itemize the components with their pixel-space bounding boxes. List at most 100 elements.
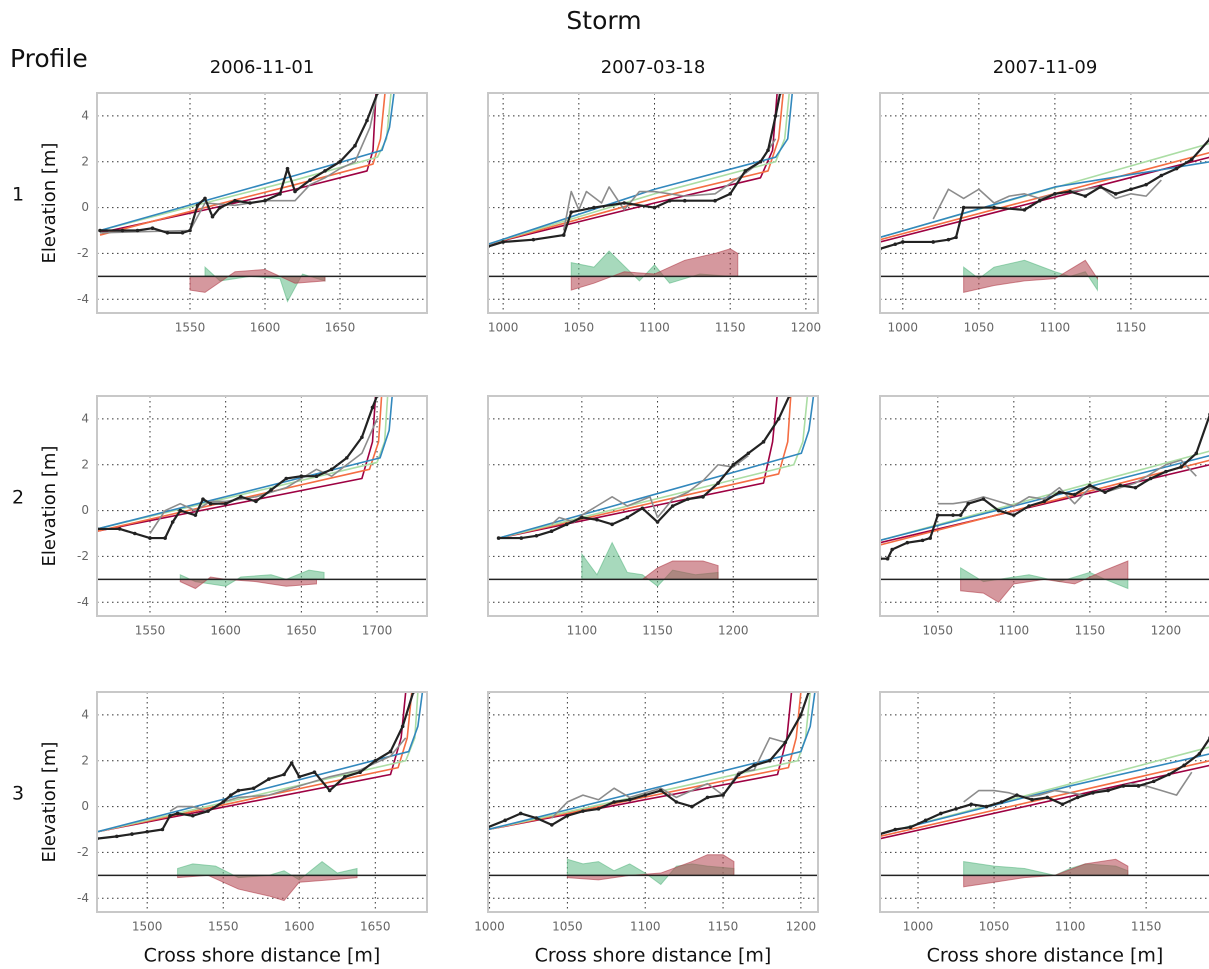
profile-point xyxy=(592,205,596,210)
profile-point xyxy=(1012,513,1016,517)
profile-point xyxy=(550,823,554,827)
profile-point xyxy=(360,435,364,440)
profile-point xyxy=(534,533,539,538)
profile-point xyxy=(1129,187,1133,192)
profile-point xyxy=(117,527,122,531)
profile-point xyxy=(218,205,222,210)
x-tick-label: 1100 xyxy=(999,624,1030,638)
profile-point xyxy=(160,827,165,832)
difference-band xyxy=(570,248,739,291)
profile-line xyxy=(551,737,786,819)
x-tick-label: 1600 xyxy=(210,624,241,638)
profile-point xyxy=(344,456,349,460)
x-tick-label: 1650 xyxy=(325,321,356,335)
profile-line xyxy=(149,418,378,534)
profile-point xyxy=(206,809,210,813)
profile-line xyxy=(880,138,1209,250)
profile-point xyxy=(496,536,501,540)
profile-line xyxy=(99,93,377,234)
x-tick-label: 1550 xyxy=(208,920,239,934)
profile-point xyxy=(996,508,1001,513)
profile-point xyxy=(148,536,152,540)
plot-area xyxy=(97,93,427,313)
profile-point xyxy=(114,834,119,839)
profile-line xyxy=(488,692,816,831)
axes-frame xyxy=(487,395,819,617)
profile-point xyxy=(1042,499,1047,504)
plot-area xyxy=(488,396,818,616)
profile-line xyxy=(498,396,778,539)
x-axis-label: Cross shore distance [m] xyxy=(927,945,1164,967)
profile-point xyxy=(670,504,675,508)
profile-point xyxy=(969,802,974,807)
profile-line xyxy=(97,692,415,840)
profile-point xyxy=(713,198,717,203)
profile-point xyxy=(1103,490,1107,495)
x-tick-label: 1150 xyxy=(708,920,739,934)
profile-point xyxy=(564,522,569,527)
profile-point xyxy=(728,192,733,196)
profile-point xyxy=(519,536,524,540)
profile-line xyxy=(498,396,791,540)
x-tick-label: 1000 xyxy=(888,321,919,335)
x-tick-label: 1050 xyxy=(564,321,595,335)
profile-point xyxy=(163,536,167,540)
x-tick-label: 1150 xyxy=(715,321,746,335)
profile-point xyxy=(365,118,369,123)
profile-point xyxy=(1194,451,1199,456)
profile-point xyxy=(400,724,405,729)
profile-line xyxy=(880,161,1209,239)
profile-point xyxy=(939,811,943,816)
profile-point xyxy=(175,811,180,816)
x-tick-label: 1050 xyxy=(552,920,583,934)
profile-point xyxy=(236,788,241,793)
profile-line xyxy=(99,93,386,236)
profile-point xyxy=(595,517,599,522)
profile-point xyxy=(1164,469,1168,474)
plot-area xyxy=(97,396,427,616)
profile-point xyxy=(1179,465,1183,469)
x-tick-label: 1100 xyxy=(1055,920,1086,934)
profile-point xyxy=(269,488,273,492)
difference-band xyxy=(963,259,1098,292)
profile-line xyxy=(169,737,407,812)
axes-frame xyxy=(879,92,1209,314)
difference-band xyxy=(581,560,719,580)
profile-line xyxy=(488,692,810,829)
x-axis-label: Cross shore distance [m] xyxy=(144,945,381,967)
profile-point xyxy=(1027,504,1031,508)
profile-point xyxy=(954,807,958,811)
profile-point xyxy=(731,462,736,467)
profile-point xyxy=(652,205,657,210)
plot-area xyxy=(488,692,818,912)
profile-line xyxy=(99,93,392,232)
profile-point xyxy=(239,495,243,499)
profile-point xyxy=(1113,192,1118,196)
y-tick-label: -2 xyxy=(77,845,89,859)
profile-point xyxy=(1136,784,1141,788)
profile-point xyxy=(721,793,725,797)
profile-point xyxy=(329,467,334,472)
difference-band xyxy=(566,854,735,881)
profile-point xyxy=(682,198,687,203)
profile-point xyxy=(966,501,971,506)
profile-point xyxy=(890,547,894,552)
profile-point xyxy=(610,522,614,527)
profile-point xyxy=(1148,476,1153,481)
profile-point xyxy=(961,205,966,210)
profile-point xyxy=(923,818,928,823)
y-tick-label: 4 xyxy=(81,108,89,122)
axes-frame xyxy=(96,691,428,913)
profile-point xyxy=(596,807,601,811)
row-label: 3 xyxy=(12,783,24,805)
profile-point xyxy=(297,774,302,779)
difference-band xyxy=(963,858,1129,888)
profile-line xyxy=(880,737,1209,836)
x-tick-label: 1700 xyxy=(362,624,393,638)
figure-title: Storm xyxy=(566,6,641,35)
profile-point xyxy=(935,513,940,517)
profile-point xyxy=(667,198,672,203)
y-tick-label: -4 xyxy=(77,595,89,609)
difference-band xyxy=(960,560,1129,603)
profile-line xyxy=(963,771,1193,803)
